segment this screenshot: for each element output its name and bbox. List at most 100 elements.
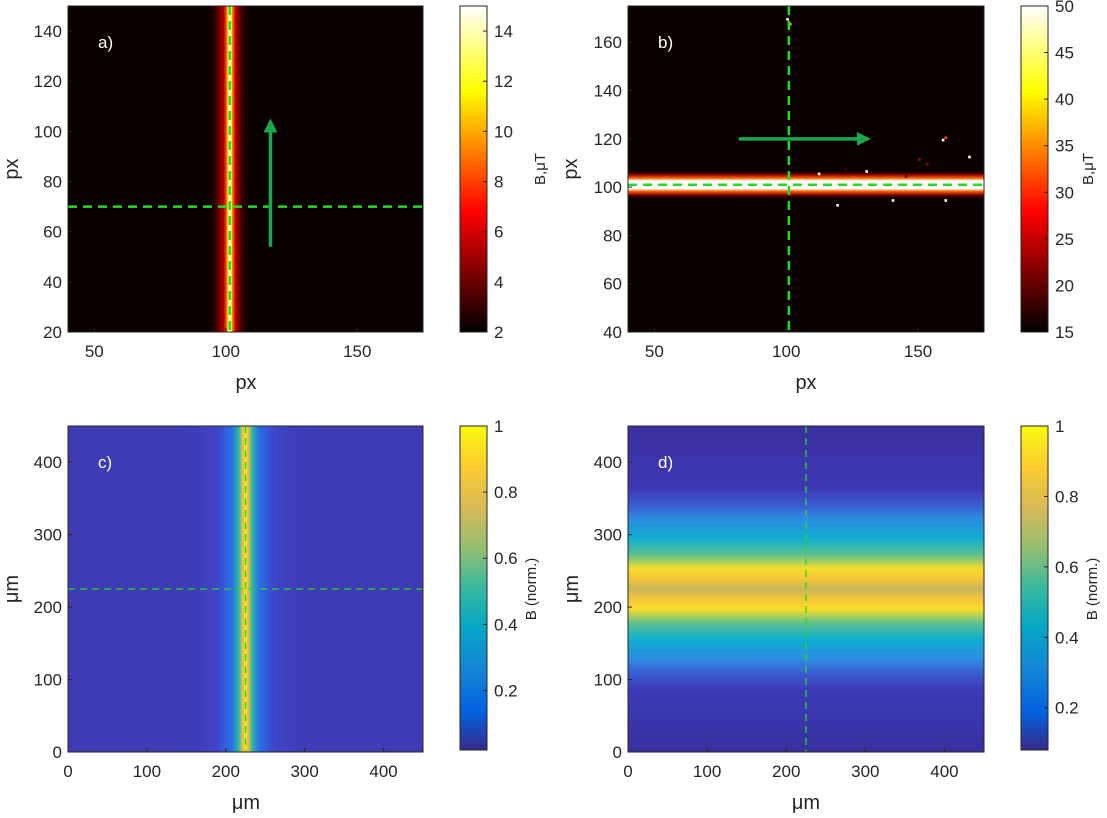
panel-c-xtick-label: 200 [212, 762, 240, 781]
panel-c-ytick-label: 400 [34, 453, 62, 472]
panel-b-speckle [891, 199, 895, 202]
panel-a: a) 50 100 150 20 40 60 80 100 120 140 px px 2 4 6 8… [1, 5, 549, 394]
panel-a-ytick-label: 100 [34, 122, 62, 141]
panel-d-cbtick-label: 0.6 [1055, 558, 1079, 577]
panel-a-xtick-label: 100 [212, 342, 240, 361]
panel-b-speckle [918, 158, 921, 161]
panel-d-cbtick-label: 0.2 [1055, 699, 1079, 718]
panel-b-ytick-label: 140 [594, 82, 622, 101]
panel-b-cbtick-label: 30 [1055, 183, 1074, 202]
panel-c-ylabel: μm [1, 575, 23, 603]
panel-b-colorbar-ticks: 15 20 25 30 35 40 45 50 [1044, 0, 1074, 342]
panel-b-ytick-label: 40 [603, 323, 622, 342]
panel-b-speckle [865, 170, 868, 173]
panel-c-tag: c) [98, 453, 112, 472]
panel-d-y-ticks: 0 100 200 300 400 [594, 453, 632, 762]
panel-c-xtick-label: 0 [63, 762, 72, 781]
panel-b-speckle [968, 155, 971, 159]
panel-d-ytick-label: 100 [594, 671, 622, 690]
panel-a-colorbar [459, 5, 488, 333]
panel-d-colorbar-label: B (norm.) [1084, 558, 1101, 621]
panel-c-frame [67, 425, 424, 753]
panel-c-xtick-label: 300 [290, 762, 318, 781]
panel-c-cbtick-label: 0.8 [494, 483, 518, 502]
panel-a-cbtick-label: 12 [494, 72, 513, 91]
panel-c-xtick-label: 100 [133, 762, 161, 781]
panel-b-tag: b) [658, 33, 673, 52]
panel-b-xtick-label: 100 [772, 342, 800, 361]
panel-a-frame [67, 5, 424, 333]
panel-b-speckle [944, 136, 948, 139]
panel-a-ytick-label: 120 [34, 72, 62, 91]
panel-d-xtick-label: 100 [693, 762, 721, 781]
panel-b-ytick-label: 100 [594, 178, 622, 197]
panel-a-ytick-label: 20 [43, 323, 62, 342]
panel-b-colorbar [1020, 5, 1049, 333]
panel-d-ytick-label: 400 [594, 453, 622, 472]
panel-b-xtick-label: 150 [904, 342, 932, 361]
panel-b-speckle [817, 172, 821, 176]
panel-b-cbtick-label: 50 [1055, 0, 1074, 16]
panel-b: b) 50 100 150 40 60 80 100 120 140 160 px px 15 2… [560, 0, 1097, 394]
panel-b-cbtick-label: 35 [1055, 137, 1074, 156]
panel-a-cbtick-label: 2 [494, 323, 503, 342]
panel-d-xtick-label: 300 [851, 762, 879, 781]
panel-d-frame [627, 425, 985, 753]
panel-c-cbtick-label: 0.2 [494, 681, 518, 700]
panel-c-colorbar [459, 425, 488, 751]
panel-b-ylabel: px [560, 158, 582, 179]
panel-d-xtick-label: 400 [930, 762, 958, 781]
panel-c-ytick-label: 100 [34, 671, 62, 690]
panel-a-cbtick-label: 6 [494, 223, 503, 242]
panel-a-ytick-label: 60 [43, 223, 62, 242]
panel-d-ytick-label: 300 [594, 526, 622, 545]
panel-a-y-ticks: 20 40 60 80 100 120 140 [34, 22, 72, 342]
panel-b-speckle [944, 199, 948, 202]
panel-b-cbtick-label: 40 [1055, 90, 1074, 109]
panel-a-ytick-label: 40 [43, 273, 62, 292]
panel-b-speckle [786, 18, 789, 21]
panel-b-y-ticks: 40 60 80 100 120 140 160 [594, 33, 632, 342]
panel-a-colorbar-label: B,μT [532, 153, 549, 185]
panel-a-ylabel: px [1, 158, 23, 179]
panel-a-xtick-label: 50 [85, 342, 104, 361]
panel-c-x-ticks: 0 100 200 300 400 [63, 748, 398, 781]
panel-d-colorbar-ticks: 0.2 0.4 0.6 0.8 1 [1044, 417, 1079, 718]
panel-a-cbtick-label: 14 [494, 22, 513, 41]
panel-b-xlabel: px [795, 372, 816, 394]
panel-d-ytick-label: 0 [613, 743, 622, 762]
panel-b-speckle [925, 162, 929, 166]
panel-c-cbtick-label: 0.4 [494, 615, 518, 634]
panel-b-speckle [844, 167, 847, 171]
panel-c-ytick-label: 0 [53, 743, 62, 762]
panel-d-colorbar [1020, 425, 1049, 751]
panel-a-cbtick-label: 8 [494, 173, 503, 192]
panel-c-xlabel: μm [232, 792, 260, 814]
panel-b-stripe [628, 170, 984, 200]
panel-b-cbtick-label: 45 [1055, 44, 1074, 63]
panel-d-tag: d) [658, 453, 673, 472]
panel-b-speckle [904, 175, 908, 178]
panel-c-cbtick-label: 0.6 [494, 549, 518, 568]
panel-d-xtick-label: 200 [772, 762, 800, 781]
panel-a-colorbar-ticks: 2 4 6 8 10 12 14 [483, 22, 513, 342]
panel-b-colorbar-label: B,μT [1080, 153, 1097, 185]
panel-c-y-ticks: 0 100 200 300 400 [34, 453, 72, 762]
panel-a-cbtick-label: 10 [494, 122, 513, 141]
panel-b-ytick-label: 80 [603, 226, 622, 245]
panel-d-ylabel: μm [561, 575, 583, 603]
panel-c: c) 0 100 200 300 400 0 100 200 300 400 μm μm 0.2… [1, 417, 540, 814]
panel-b-x-ticks: 50 100 150 [645, 328, 932, 361]
panel-b-ytick-label: 160 [594, 33, 622, 52]
panel-b-background [628, 6, 984, 332]
panel-d-cbtick-label: 0.8 [1055, 487, 1079, 506]
panel-d-xlabel: μm [792, 792, 820, 814]
panel-b-frame [627, 5, 985, 333]
panel-c-colorbar-ticks: 0.2 0.4 0.6 0.8 1 [483, 417, 518, 700]
panel-b-cbtick-label: 15 [1055, 323, 1074, 342]
panel-b-ytick-label: 60 [603, 275, 622, 294]
panel-c-xtick-label: 400 [369, 762, 397, 781]
panel-d: d) 0 100 200 300 400 0 100 200 300 400 μm μm 0.2… [561, 417, 1101, 814]
panel-b-speckle [836, 204, 839, 207]
